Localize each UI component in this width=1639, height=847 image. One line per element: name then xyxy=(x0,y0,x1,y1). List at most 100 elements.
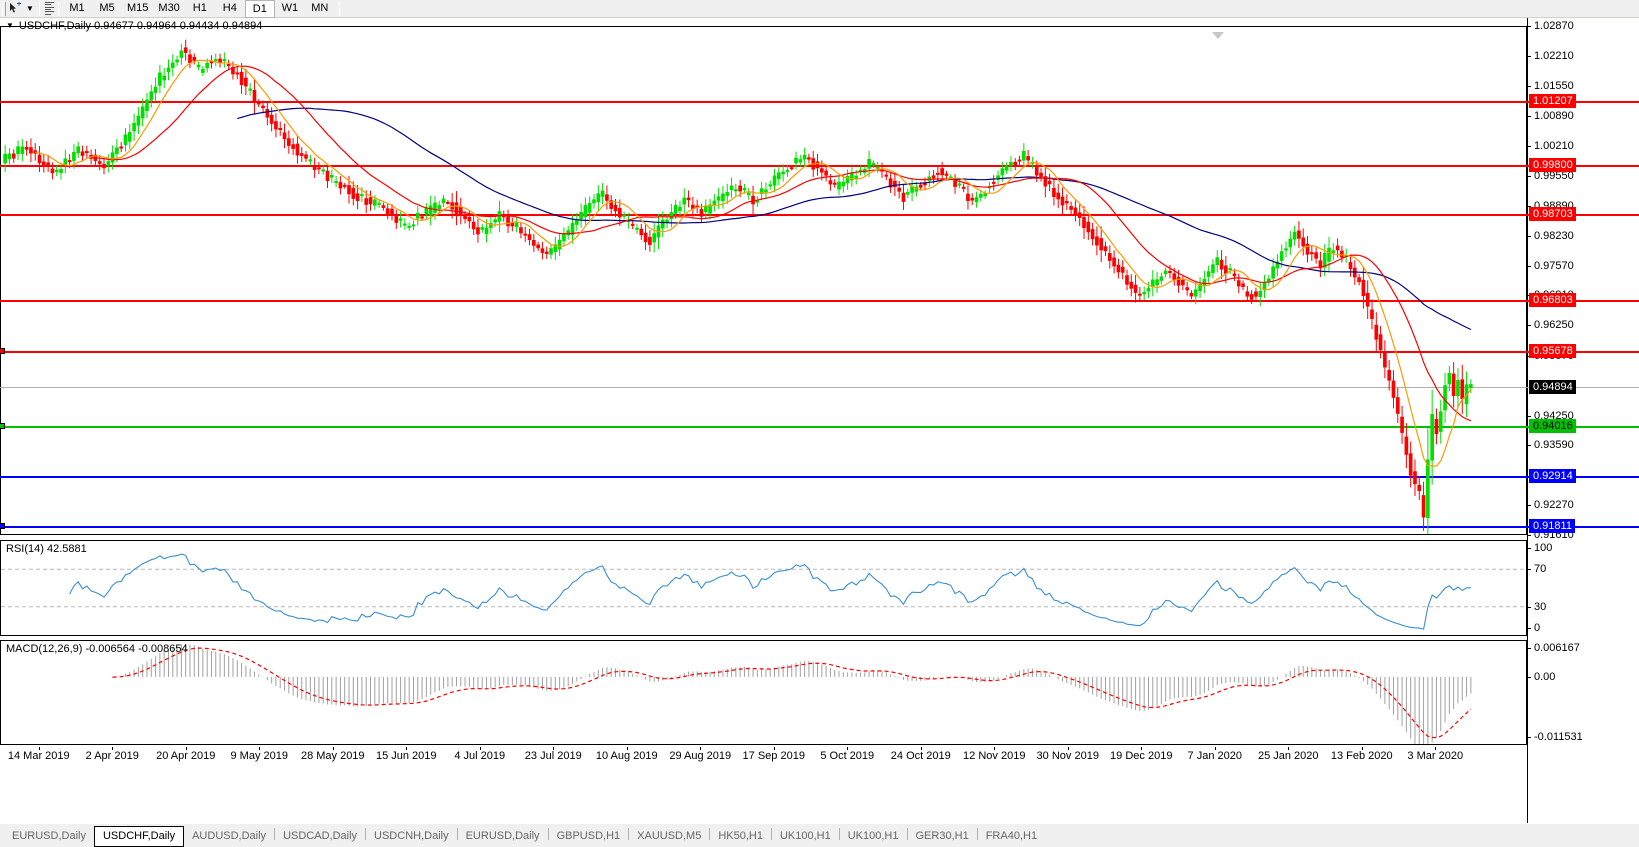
symbol-tab-xauusd-m5[interactable]: XAUUSD,M5 xyxy=(637,830,702,842)
date-axis-tick-13: 12 Nov 2019 xyxy=(963,750,1026,762)
toolbar-separator xyxy=(39,1,40,16)
symbol-tab-fra40-h1[interactable]: FRA40,H1 xyxy=(985,830,1038,842)
price-level-label-0.94016[interactable]: 0.94016 xyxy=(1529,419,1576,434)
date-axis-tick-6: 4 Jul 2019 xyxy=(454,750,506,762)
price-level-line-0.96803[interactable] xyxy=(0,300,1639,303)
price-level-line-0.92914[interactable] xyxy=(0,476,1639,479)
symbol-tab-uk100-h1[interactable]: UK100,H1 xyxy=(779,830,831,842)
price-axis-tick-1.02210: 1.02210 xyxy=(1527,50,1574,62)
price-level-label-0.98703[interactable]: 0.98703 xyxy=(1529,207,1576,222)
timeframe-h1[interactable]: H1 xyxy=(192,2,207,14)
price-level-handle-0.94016[interactable] xyxy=(0,423,5,430)
date-axis-tick-0: 14 Mar 2019 xyxy=(7,750,70,762)
macd-axis-tick-1: 0.00 xyxy=(1527,671,1555,683)
tab-separator xyxy=(906,827,908,840)
price-level-handle-0.91811[interactable] xyxy=(0,522,5,529)
toolbar-separator-2 xyxy=(58,1,59,16)
chevron-down-icon[interactable]: ▼ xyxy=(26,4,34,13)
tab-separator xyxy=(838,827,840,840)
toolbar-grip[interactable] xyxy=(2,1,6,16)
date-tick-mark-12 xyxy=(920,747,922,750)
timeframe-h4[interactable]: H4 xyxy=(222,2,237,14)
macd-panel xyxy=(0,640,1527,745)
price-level-line-0.94016[interactable] xyxy=(0,426,1639,429)
date-axis-tick-11: 5 Oct 2019 xyxy=(820,750,875,762)
ma-mid-line xyxy=(91,65,1472,422)
date-tick-mark-6 xyxy=(479,747,481,750)
price-level-label-0.91811[interactable]: 0.91811 xyxy=(1529,518,1575,533)
price-level-label-0.99800[interactable]: 0.99800 xyxy=(1529,157,1576,172)
toolbar-separator-3 xyxy=(338,1,340,16)
date-axis-tick-14: 30 Nov 2019 xyxy=(1036,750,1099,762)
rsi-axis-tick-100: 100 xyxy=(1527,542,1552,554)
date-axis-tick-10: 17 Sep 2019 xyxy=(742,750,805,762)
timeframe-mn[interactable]: MN xyxy=(311,2,329,14)
chart-shift-handle[interactable] xyxy=(1212,32,1224,39)
date-tick-mark-7 xyxy=(553,747,555,750)
symbol-tab-usdchf-daily[interactable]: USDCHF,Daily xyxy=(93,826,185,847)
date-axis-tick-18: 13 Feb 2020 xyxy=(1330,750,1393,762)
date-axis-tick-17: 25 Jan 2020 xyxy=(1257,750,1319,762)
timeframe-m15[interactable]: M15 xyxy=(127,2,149,14)
date-axis-tick-12: 24 Oct 2019 xyxy=(890,750,951,762)
symbol-tab-ger30-h1[interactable]: GER30,H1 xyxy=(915,830,969,842)
date-tick-mark-15 xyxy=(1141,747,1143,750)
timeframe-m30[interactable]: M30 xyxy=(158,2,180,14)
symbol-tab-eurusd-daily[interactable]: EURUSD,Daily xyxy=(465,830,540,842)
quote-header-text: USDCHF,Daily 0.94677 0.94964 0.94434 0.9… xyxy=(18,20,263,32)
tab-separator xyxy=(456,827,458,840)
symbol-tab-audusd-daily[interactable]: AUDUSD,Daily xyxy=(192,830,267,842)
timeframe-w1[interactable]: W1 xyxy=(281,2,299,14)
chart-canvas[interactable]: ▼ USDCHF,Daily 0.94677 0.94964 0.94434 0.… xyxy=(0,18,1639,823)
price-axis-tick-1.02870: 1.02870 xyxy=(1527,20,1574,32)
date-axis-tick-3: 9 May 2019 xyxy=(230,750,288,762)
tab-separator xyxy=(547,827,549,840)
ma-fast-line xyxy=(35,59,1472,467)
symbol-tab-usdcnh-daily[interactable]: USDCNH,Daily xyxy=(374,830,449,842)
price-level-line-1.01207[interactable] xyxy=(0,101,1639,104)
date-tick-mark-0 xyxy=(38,747,40,750)
price-level-handle-0.95678[interactable] xyxy=(0,348,5,355)
quote-header: ▼ USDCHF,Daily 0.94677 0.94964 0.94434 0.… xyxy=(6,20,262,32)
rsi-line xyxy=(69,553,1471,630)
crosshair-cursor-icon[interactable] xyxy=(6,1,24,17)
symbol-tab-gbpusd-h1[interactable]: GBPUSD,H1 xyxy=(556,830,621,842)
date-tick-mark-14 xyxy=(1067,747,1069,750)
price-level-label-0.96803[interactable]: 0.96803 xyxy=(1529,293,1576,308)
timeframe-group: M1 M5 M15 M30 H1 H4 D1 W1 MN xyxy=(62,0,335,18)
timeframe-d1[interactable]: D1 xyxy=(244,0,275,18)
symbol-tab-bar: EURUSD,Daily USDCHF,Daily AUDUSD,Daily USDC… xyxy=(0,823,1639,847)
symbol-tab-hk50-h1[interactable]: HK50,H1 xyxy=(718,830,763,842)
tab-separator xyxy=(709,827,711,840)
price-level-line-0.94894[interactable] xyxy=(0,386,1639,388)
symbol-tab-usdcad-daily[interactable]: USDCAD,Daily xyxy=(283,830,358,842)
price-level-label-0.92914[interactable]: 0.92914 xyxy=(1529,469,1576,484)
price-axis: 1.02870 1.02210 1.01550 1.00890 1.00210 0.995… xyxy=(1527,18,1639,823)
rsi-axis-tick-70: 70 xyxy=(1527,563,1546,575)
timeframe-m5[interactable]: M5 xyxy=(99,2,115,14)
price-level-line-0.91811[interactable] xyxy=(0,525,1639,528)
tab-separator xyxy=(628,827,630,840)
symbol-tab-uk100-h1[interactable]: UK100,H1 xyxy=(847,830,899,842)
date-axis-tick-16: 7 Jan 2020 xyxy=(1187,750,1242,762)
date-tick-mark-3 xyxy=(259,747,261,750)
symbol-tab-eurusd-daily[interactable]: EURUSD,Daily xyxy=(12,830,86,842)
timeframe-m1[interactable]: M1 xyxy=(69,2,85,14)
price-axis-tick-0.97570: 0.97570 xyxy=(1527,260,1574,272)
price-level-label-0.94894[interactable]: 0.94894 xyxy=(1529,379,1576,394)
period-separator-icon[interactable] xyxy=(45,2,55,16)
price-level-line-0.95678[interactable] xyxy=(0,351,1639,354)
price-level-line-0.99800[interactable] xyxy=(0,164,1639,167)
date-axis-tick-2: 20 Apr 2019 xyxy=(156,750,216,762)
rsi-axis-tick-0: 0 xyxy=(1527,622,1540,634)
price-level-label-0.95678[interactable]: 0.95678 xyxy=(1529,344,1576,359)
date-tick-mark-8 xyxy=(626,747,628,750)
macd-signal-line xyxy=(112,647,1472,739)
price-level-line-0.98703[interactable] xyxy=(0,214,1639,217)
triangle-down-icon[interactable]: ▼ xyxy=(6,21,14,30)
price-level-label-1.01207[interactable]: 1.01207 xyxy=(1529,94,1576,109)
date-tick-mark-19 xyxy=(1435,747,1437,750)
date-axis: 14 Mar 2019 2 Apr 2019 20 Apr 2019 9 May 20… xyxy=(0,747,1527,767)
date-axis-tick-19: 3 Mar 2020 xyxy=(1407,750,1464,762)
